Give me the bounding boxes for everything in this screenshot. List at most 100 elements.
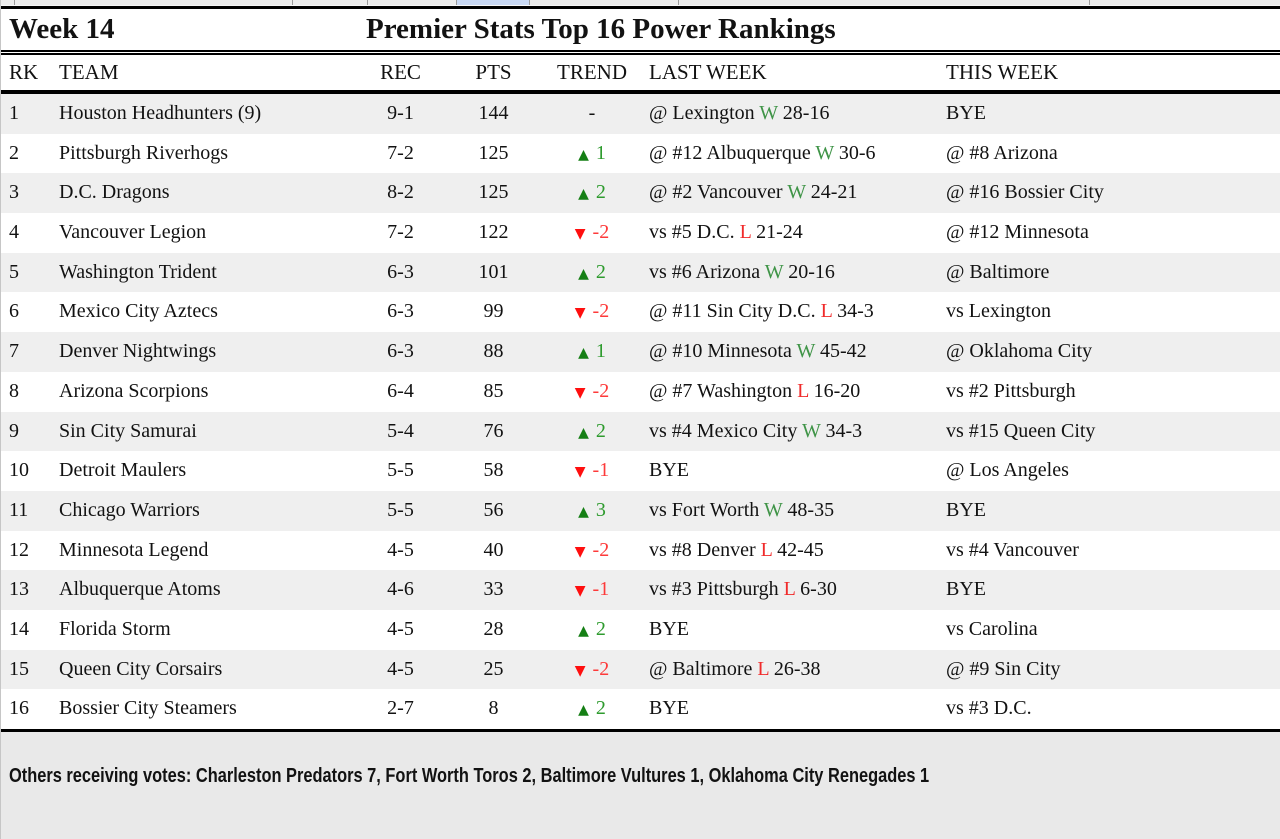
last-week-opponent: @ Baltimore (649, 657, 758, 680)
points-cell: 122 (478, 221, 509, 244)
trend-value: -1 (592, 459, 610, 482)
last-week-cell: @ #10 Minnesota W 45-42 (649, 332, 944, 372)
points-cell: 88 (483, 340, 504, 363)
trend-up-icon: ▲ (578, 345, 589, 362)
trend-down-icon: ▼ (574, 226, 586, 243)
header-divider (1, 90, 1280, 94)
rank-cell: 14 (9, 617, 29, 640)
record-cell: 9-1 (387, 102, 414, 124)
last-week-result: W (801, 419, 821, 442)
last-week-cell: @ #7 Washington L 16-20 (649, 372, 944, 412)
last-week-cell: vs #6 Arizona W 20-16 (649, 253, 944, 293)
last-week-result: W (815, 141, 834, 164)
rank-cell: 6 (9, 300, 19, 323)
last-week-score: 34-3 (820, 419, 863, 442)
last-week-cell: BYE (649, 610, 944, 650)
column-header-team: TEAM (59, 60, 119, 84)
points-cell: 99 (483, 300, 504, 323)
trend-value: 2 (595, 260, 606, 283)
points-cell: 144 (478, 102, 509, 124)
points-cell: 25 (483, 657, 504, 680)
record-cell: 2-7 (387, 697, 414, 720)
team-cell: Queen City Corsairs (59, 657, 223, 680)
record-cell: 4-5 (387, 538, 414, 561)
rank-cell: 12 (9, 538, 29, 561)
column-header-row: RK TEAM REC PTS TREND LAST WEEK THIS WEE… (1, 55, 1280, 90)
table-row: 14 Florida Storm 4-5 28 ▲ 2 BYE vs Carolina (1, 609, 1280, 650)
bottom-area: Others receiving votes: Charleston Preda… (1, 732, 1280, 839)
team-cell: Pittsburgh Riverhogs (59, 141, 229, 164)
table-row: 15 Queen City Corsairs 4-5 25 ▼ -2 @ Baltimore… (1, 649, 1280, 692)
strip-gap (1, 5, 1280, 6)
column-divider (367, 0, 368, 5)
last-week-opponent: BYE (649, 697, 689, 720)
points-cell: 125 (478, 141, 509, 164)
last-week-result: W (796, 340, 816, 363)
this-week-cell: BYE (946, 498, 986, 521)
last-week-score: 48-35 (782, 498, 835, 521)
rank-cell: 9 (9, 419, 19, 442)
last-week-cell: BYE (649, 689, 944, 729)
table-row: 11 Chicago Warriors 5-5 56 ▲ 3 vs Fort Worth W… (1, 490, 1280, 533)
last-week-result: W (763, 498, 783, 521)
column-header-rec: REC (380, 60, 421, 84)
table-row: 10 Detroit Maulers 5-5 58 ▼ -1 BYE @ Los Angele… (1, 451, 1280, 491)
trend-up-icon: ▲ (578, 146, 589, 163)
last-week-opponent: @ #2 Vancouver (649, 181, 788, 204)
column-divider (1089, 0, 1090, 5)
last-week-opponent: vs Fort Worth (649, 498, 764, 521)
rank-cell: 10 (9, 459, 29, 482)
record-cell: 5-4 (387, 419, 414, 442)
trend-cell: ▼ -1 (539, 570, 645, 612)
trend-cell: ▲ 2 (539, 173, 645, 215)
last-week-cell: @ #11 Sin City D.C. L 34-3 (649, 292, 944, 332)
trend-value: 2 (595, 419, 606, 442)
rank-cell: 11 (9, 498, 29, 521)
record-cell: 6-3 (387, 260, 414, 283)
column-divider (292, 0, 293, 5)
last-week-opponent: vs #8 Denver (649, 538, 761, 561)
table-row: 7 Denver Nightwings 6-3 88 ▲ 1 @ #10 Minnesota… (1, 332, 1280, 372)
rank-cell: 16 (9, 697, 29, 720)
trend-up-icon: ▲ (578, 503, 589, 520)
last-week-opponent: vs #4 Mexico City (649, 419, 802, 442)
rank-cell: 7 (9, 340, 19, 363)
last-week-opponent: @ #7 Washington (649, 379, 798, 402)
team-cell: Florida Storm (59, 617, 171, 640)
points-cell: 58 (483, 459, 504, 482)
table-bottom-border (1, 729, 1280, 732)
column-divider (678, 0, 679, 5)
record-cell: 7-2 (387, 221, 414, 244)
selected-column-highlight[interactable] (456, 0, 529, 5)
team-cell: Sin City Samurai (59, 419, 197, 442)
column-header-rk: RK (9, 60, 39, 84)
points-cell: 125 (478, 181, 509, 204)
trend-cell: ▲ 3 (539, 491, 645, 533)
points-cell: 33 (483, 578, 504, 601)
record-cell: 8-2 (387, 181, 414, 204)
last-week-score: 6-30 (795, 578, 837, 601)
trend-down-icon: ▼ (574, 583, 586, 600)
last-week-result: L (820, 300, 833, 323)
points-cell: 56 (483, 498, 504, 521)
this-week-cell: @ #8 Arizona (946, 141, 1058, 164)
trend-cell: ▼ -2 (539, 292, 645, 334)
column-header-pts: PTS (475, 60, 512, 84)
last-week-score: 16-20 (808, 379, 861, 402)
column-header-last-week: LAST WEEK (649, 60, 767, 84)
table-row: 12 Minnesota Legend 4-5 40 ▼ -2 vs #8 Denver L… (1, 530, 1280, 571)
this-week-cell: vs Carolina (946, 617, 1038, 640)
record-cell: 4-5 (387, 657, 414, 680)
last-week-opponent: @ #11 Sin City D.C. (649, 300, 821, 323)
table-row: 13 Albuquerque Atoms 4-6 33 ▼ -1 vs #3 Pittsbu… (1, 570, 1280, 610)
team-cell: Washington Trident (59, 260, 217, 283)
record-cell: 6-3 (387, 340, 414, 363)
trend-cell: ▼ -2 (539, 650, 645, 692)
spreadsheet-strip[interactable] (1, 0, 1280, 5)
table-row: 9 Sin City Samurai 5-4 76 ▲ 2 vs #4 Mexico Cit… (1, 411, 1280, 452)
trend-down-icon: ▼ (574, 384, 586, 401)
this-week-cell: @ Baltimore (946, 260, 1050, 283)
title-divider (1, 50, 1280, 55)
trend-value: -2 (592, 300, 610, 323)
trend-value: -2 (592, 379, 610, 402)
